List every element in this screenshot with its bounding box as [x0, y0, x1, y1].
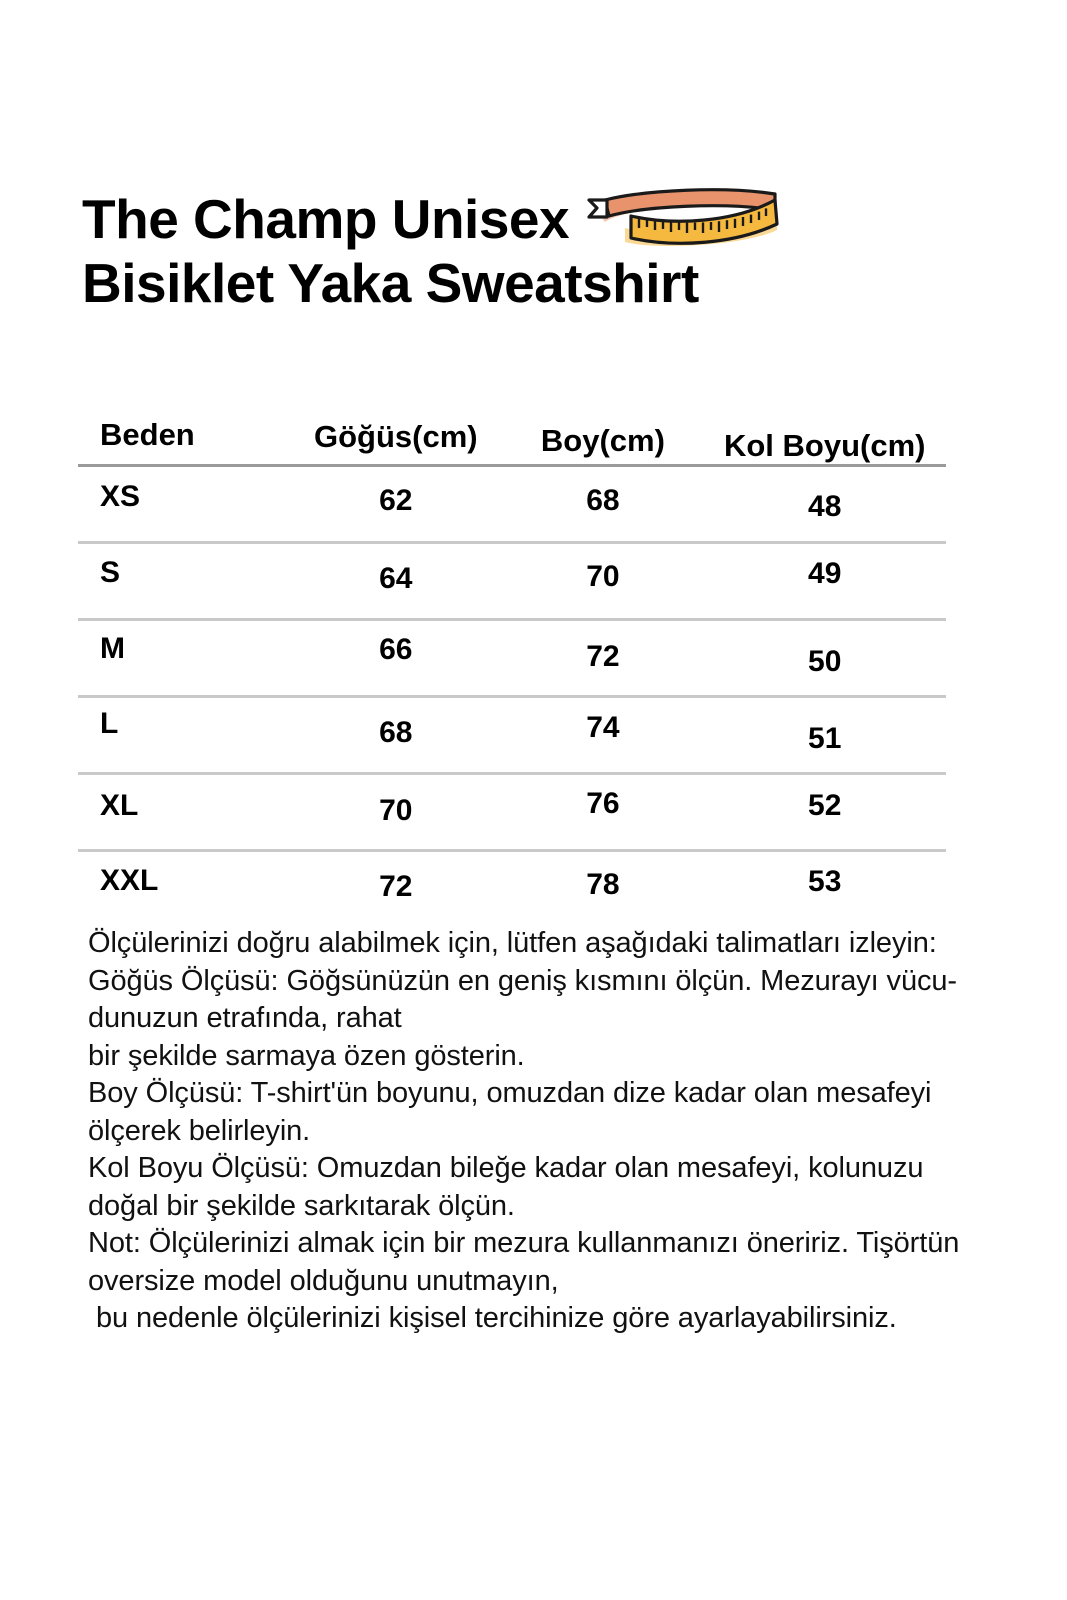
cell-chest: 70 — [379, 794, 413, 827]
cell-length: 68 — [586, 484, 620, 517]
cell-size: L — [100, 707, 119, 740]
header-divider — [78, 464, 946, 467]
title-text-line-1: The Champ Unisex — [82, 188, 570, 250]
table-row: L 68 74 51 — [78, 698, 948, 772]
cell-size: XXL — [100, 864, 159, 897]
instruction-line: ölçerek belirleyin. — [88, 1114, 311, 1147]
cell-length: 74 — [586, 711, 620, 744]
cell-sleeve: 51 — [808, 722, 842, 755]
cell-size: S — [100, 556, 121, 589]
table-header-row: Beden Göğüs(cm) Boy(cm) Kol Boyu(cm) — [78, 412, 948, 464]
cell-chest: 68 — [379, 716, 413, 749]
measuring-tape-icon — [585, 180, 790, 252]
row-divider — [78, 541, 946, 544]
cell-sleeve: 52 — [808, 789, 842, 822]
instruction-line: doğal bir şekilde sarkıtarak ölçün. — [88, 1189, 515, 1222]
instruction-line: Boy Ölçüsü: T-shirt'ün boyunu, omuzdan d… — [88, 1077, 932, 1109]
cell-chest: 62 — [379, 484, 413, 517]
cell-size: XL — [100, 789, 139, 822]
instruction-line: dunuzun etrafında, rahat — [88, 1002, 402, 1034]
row-divider — [78, 849, 946, 852]
instruction-line: oversize model olduğunu unutmayın, — [88, 1264, 559, 1297]
cell-size: XS — [100, 480, 141, 513]
table-row: S 64 70 49 — [78, 544, 948, 618]
column-header-sleeve: Kol Boyu(cm) — [723, 428, 926, 463]
cell-length: 72 — [586, 640, 620, 673]
column-header-chest: Göğüs(cm) — [314, 419, 478, 454]
column-header-length: Boy(cm) — [540, 423, 665, 458]
table-row: XS 62 68 48 — [78, 467, 948, 541]
column-header-size: Beden — [100, 417, 195, 452]
size-chart-table: Beden Göğüs(cm) Boy(cm) Kol Boyu(cm) XS … — [78, 412, 948, 926]
instruction-line: Ölçülerinizi doğru alabilmek için, lütfe… — [88, 927, 937, 959]
cell-chest: 72 — [379, 870, 413, 903]
instruction-line: bu nedenle ölçülerinizi kişisel tercihin… — [88, 1302, 897, 1334]
cell-sleeve: 50 — [808, 645, 842, 678]
row-divider — [78, 695, 946, 698]
measurement-instructions: Ölçülerinizi doğru alabilmek için, lütfe… — [88, 925, 988, 1338]
instruction-line: Not: Ölçülerinizi almak için bir mezura … — [88, 1227, 960, 1259]
cell-length: 78 — [586, 868, 620, 901]
title-line-2: Bisiklet Yaka Sweatshirt — [82, 252, 699, 314]
row-divider — [78, 772, 946, 775]
row-divider — [78, 618, 946, 621]
cell-chest: 64 — [379, 562, 413, 595]
page-title: The Champ Unisex — [82, 186, 982, 314]
title-line-1: The Champ Unisex — [82, 186, 982, 252]
cell-chest: 66 — [379, 633, 413, 666]
table-row: XL 70 76 52 — [78, 775, 948, 849]
cell-sleeve: 53 — [808, 865, 842, 898]
instruction-line: Göğüs Ölçüsü: Göğsünüzün en geniş kısmın… — [88, 964, 957, 997]
instruction-line: bir şekilde sarmaya özen gösterin. — [88, 1039, 525, 1072]
cell-sleeve: 48 — [808, 490, 842, 523]
cell-length: 70 — [586, 560, 620, 593]
table-row: M 66 72 50 — [78, 621, 948, 695]
cell-length: 76 — [586, 787, 620, 820]
cell-size: M — [100, 632, 125, 665]
instruction-line: Kol Boyu Ölçüsü: Omuzdan bileğe kadar ol… — [88, 1152, 924, 1184]
cell-sleeve: 49 — [808, 557, 842, 590]
table-row: XXL 72 78 53 — [78, 852, 948, 926]
